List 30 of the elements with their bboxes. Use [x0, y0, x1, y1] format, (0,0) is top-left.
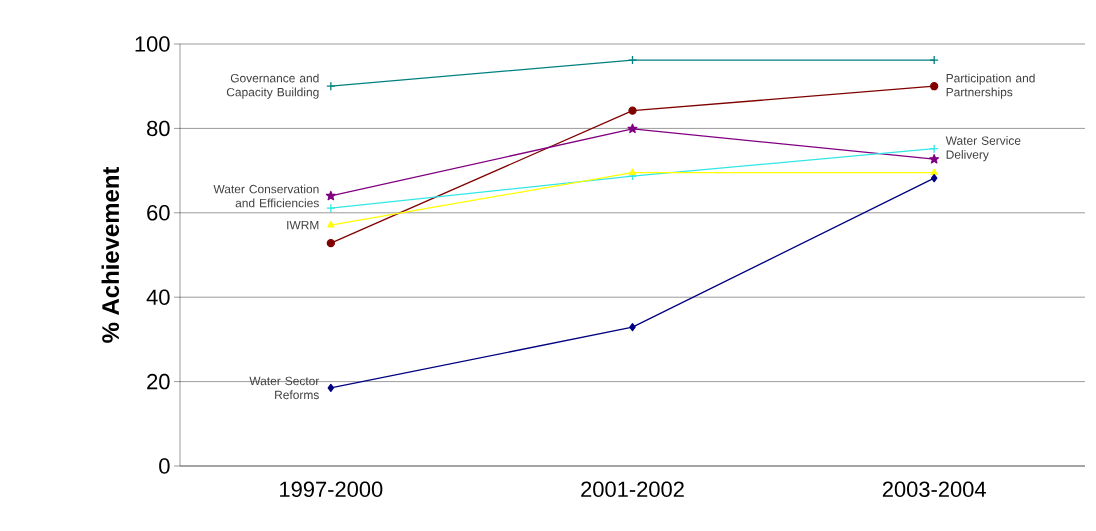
y-tick-label: 40	[146, 289, 170, 305]
point	[627, 123, 638, 134]
point	[929, 154, 940, 164]
point	[629, 323, 636, 332]
point	[628, 168, 637, 176]
x-tick-label: 1997-2000	[280, 481, 383, 498]
annotation: Participation and Partnerships	[946, 73, 1035, 99]
annotation: Governance and Capacity Building	[226, 73, 319, 99]
y-tick-label: 100	[135, 36, 170, 52]
point	[930, 82, 939, 91]
point	[326, 239, 335, 248]
point	[628, 106, 637, 115]
y-tick-label: 80	[147, 120, 170, 137]
y-tick-label: 60	[147, 205, 170, 221]
point	[627, 55, 638, 65]
annotation: Water Sector Reforms	[249, 376, 320, 400]
point	[327, 220, 335, 228]
y-axis-title: % Achievement	[101, 166, 120, 343]
x-tick-label: 2001-2002	[581, 481, 684, 498]
y-tick-label: 20	[147, 373, 170, 390]
annotation: Water Service Delivery	[945, 136, 1021, 162]
x-tick-label: 2003-2004	[882, 481, 986, 498]
point	[325, 190, 336, 201]
y-tick-label: 0	[159, 458, 170, 474]
annotation: IWRM	[287, 220, 319, 230]
point	[930, 168, 938, 176]
annotation: Water Conservation and Efficiencies	[213, 184, 319, 208]
point	[930, 174, 938, 183]
point	[929, 55, 939, 65]
point	[327, 383, 335, 393]
